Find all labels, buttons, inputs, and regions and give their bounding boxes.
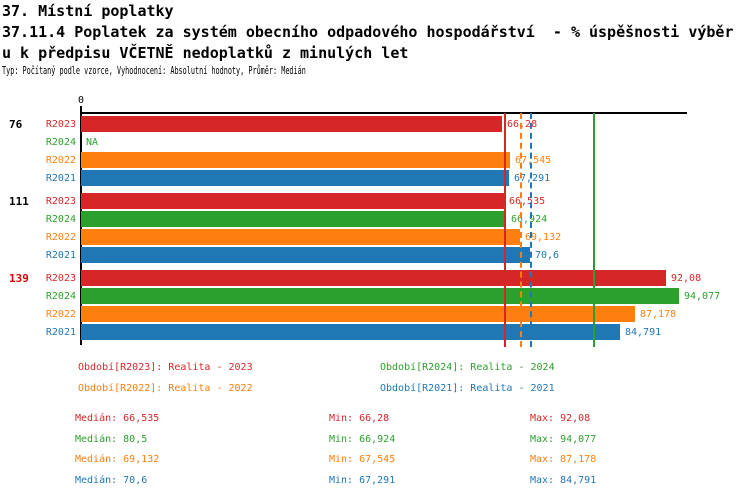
legend-item: Období[R2022]: Realita - 2022: [78, 383, 253, 394]
bar-value-label: 67,545: [515, 154, 552, 166]
series-label: R2021: [45, 172, 76, 184]
bar: [81, 288, 679, 304]
bar-group: 76 R2023 66,28 R2024 NA R2022 67,545 R2021 67,29…: [0, 115, 750, 187]
bar-track: 87,178: [81, 306, 750, 322]
bar: [81, 270, 666, 286]
bar-track: 67,545: [81, 152, 750, 168]
stat-max: Max: 92,08: [530, 413, 591, 424]
bar: [81, 170, 509, 186]
bar-row: R2022 67,545: [0, 151, 750, 169]
bar-value-label: 67,291: [514, 172, 551, 184]
bar-track: 66,924: [81, 211, 750, 227]
indicator-title-line1: 37.11.4 Poplatek za systém obecního odpa…: [2, 23, 734, 41]
bar-track: 84,791: [81, 324, 750, 340]
group-label: 139: [9, 271, 29, 285]
bar-row: R2022 87,178: [0, 305, 750, 323]
bar-value-label: 69,132: [525, 231, 562, 243]
bar-track: 69,132: [81, 229, 750, 245]
indicator-meta: Typ: Počítaný podle vzorce, Vyhodnocení:…: [2, 64, 306, 77]
chart-groups: 76 R2023 66,28 R2024 NA R2022 67,545 R2021 67,29…: [0, 115, 750, 346]
bar: [81, 247, 530, 263]
bar-row: R2022 69,132: [0, 228, 750, 246]
bar-track: 66,28: [81, 116, 750, 132]
stat-max: Max: 87,178: [530, 454, 597, 465]
bar-group: 139 R2023 92,08 R2024 94,077 R2022 87,178 R2021…: [0, 269, 750, 341]
stats-table: Medián: 66,535 Min: 66,28 Max: 92,08 Medián…: [75, 413, 596, 495]
median-line: [530, 113, 532, 347]
series-label: R2022: [45, 231, 76, 243]
stat-min: Min: 67,545: [329, 454, 396, 465]
bar-row: R2021 70,6: [0, 246, 750, 264]
series-label: R2024: [45, 136, 76, 148]
bar-value-label: NA: [86, 136, 99, 148]
series-label: R2022: [45, 308, 76, 320]
bar: [81, 193, 504, 209]
group-label: 76: [9, 117, 23, 131]
bar-row: R2024 NA: [0, 133, 750, 151]
series-label: R2021: [45, 326, 76, 338]
series-label: R2023: [45, 195, 76, 207]
stat-min: Min: 67,291: [329, 474, 396, 486]
bar-row: R2021 67,291: [0, 169, 750, 187]
median-line: [520, 113, 522, 347]
stat-min: Min: 66,924: [329, 433, 396, 445]
bar-row: 111 R2023 66,535: [0, 192, 750, 210]
bar: [81, 116, 502, 132]
bar: [81, 152, 510, 168]
median-line: [593, 113, 595, 347]
x-axis-line: [80, 112, 687, 114]
bar: [81, 306, 635, 322]
bar-row: R2021 84,791: [0, 323, 750, 341]
series-label: R2023: [45, 118, 76, 130]
median-line: [504, 113, 506, 347]
bar: [81, 324, 620, 340]
stat-median: Medián: 69,132: [75, 454, 160, 465]
group-label: 111: [9, 194, 29, 208]
stat-min: Min: 66,28: [329, 413, 390, 424]
legend-item: Období[R2024]: Realita - 2024: [380, 362, 555, 373]
indicator-title-line2: u k předpisu VČETNĚ nedoplatků z minulýc…: [2, 44, 409, 62]
stat-median: Medián: 80,5: [75, 433, 148, 445]
stat-max: Max: 84,791: [530, 474, 597, 486]
bar-track: NA: [81, 134, 750, 150]
series-label: R2022: [45, 154, 76, 166]
bar-track: 94,077: [81, 288, 750, 304]
bar: [81, 211, 506, 227]
bar-track: 92,08: [81, 270, 750, 286]
report-title: 37. Místní poplatky: [2, 2, 174, 20]
series-label: R2024: [45, 290, 76, 302]
bar-value-label: 66,924: [511, 213, 548, 225]
bar-row: 76 R2023 66,28: [0, 115, 750, 133]
bar-track: 66,535: [81, 193, 750, 209]
series-label: R2021: [45, 249, 76, 261]
bar-value-label: 70,6: [535, 249, 560, 261]
bar-value-label: 87,178: [640, 308, 677, 320]
bar-value-label: 84,791: [625, 326, 662, 338]
legend: Období[R2023]: Realita - 2023 Období[R202…: [78, 362, 555, 404]
legend-item: Období[R2023]: Realita - 2023: [78, 362, 253, 373]
bar-row: R2024 94,077: [0, 287, 750, 305]
bar: [81, 229, 520, 245]
bar-row: R2024 66,924: [0, 210, 750, 228]
stat-median: Medián: 66,535: [75, 413, 160, 424]
bar-track: 70,6: [81, 247, 750, 263]
axis-origin-label: 0: [77, 95, 85, 106]
series-label: R2023: [45, 272, 76, 284]
stat-max: Max: 94,077: [530, 433, 597, 445]
bar-value-label: 66,535: [509, 195, 546, 207]
bar-row: 139 R2023 92,08: [0, 269, 750, 287]
bar-value-label: 94,077: [684, 290, 721, 302]
bar-group: 111 R2023 66,535 R2024 66,924 R2022 69,132 R202…: [0, 192, 750, 264]
bar-track: 67,291: [81, 170, 750, 186]
bar-value-label: 66,28: [507, 118, 538, 130]
stat-median: Medián: 70,6: [75, 474, 148, 486]
bar-value-label: 92,08: [671, 272, 702, 284]
legend-item: Období[R2021]: Realita - 2021: [380, 383, 555, 394]
series-label: R2024: [45, 213, 76, 225]
